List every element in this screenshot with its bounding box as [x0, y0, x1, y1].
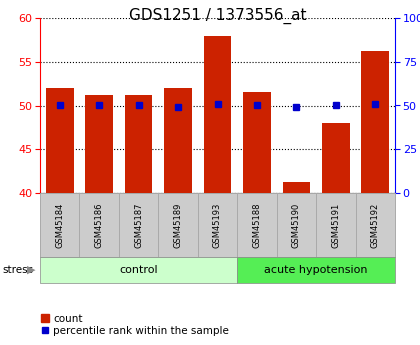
Text: ▶: ▶ [27, 265, 36, 275]
Bar [237, 257, 395, 283]
Text: control: control [119, 265, 158, 275]
Text: GSM45191: GSM45191 [331, 203, 340, 248]
Bar [164, 88, 192, 193]
Text: acute hypotension: acute hypotension [264, 265, 368, 275]
Bar [322, 123, 349, 193]
Bar [40, 193, 79, 257]
Bar [198, 193, 237, 257]
Bar [204, 36, 231, 193]
Bar [79, 193, 119, 257]
Text: GSM45193: GSM45193 [213, 202, 222, 248]
Bar [85, 95, 113, 193]
Bar [40, 257, 237, 283]
Bar [362, 51, 389, 193]
Bar [158, 193, 198, 257]
Bar [283, 183, 310, 193]
Bar [125, 95, 152, 193]
Bar [243, 92, 271, 193]
Bar [119, 193, 158, 257]
Bar [316, 193, 356, 257]
Text: GSM45186: GSM45186 [94, 202, 104, 248]
Bar [277, 193, 316, 257]
Bar [237, 193, 277, 257]
Text: GSM45189: GSM45189 [173, 202, 183, 248]
Bar [356, 193, 395, 257]
Text: GSM45190: GSM45190 [292, 203, 301, 248]
Text: GSM45192: GSM45192 [371, 203, 380, 248]
Text: GSM45188: GSM45188 [252, 202, 261, 248]
Text: stress: stress [2, 265, 33, 275]
Text: GSM45184: GSM45184 [55, 202, 64, 248]
Text: GSM45187: GSM45187 [134, 202, 143, 248]
Bar [46, 88, 74, 193]
Legend: count, percentile rank within the sample: count, percentile rank within the sample [37, 309, 234, 340]
Text: GDS1251 / 1373556_at: GDS1251 / 1373556_at [129, 8, 306, 24]
